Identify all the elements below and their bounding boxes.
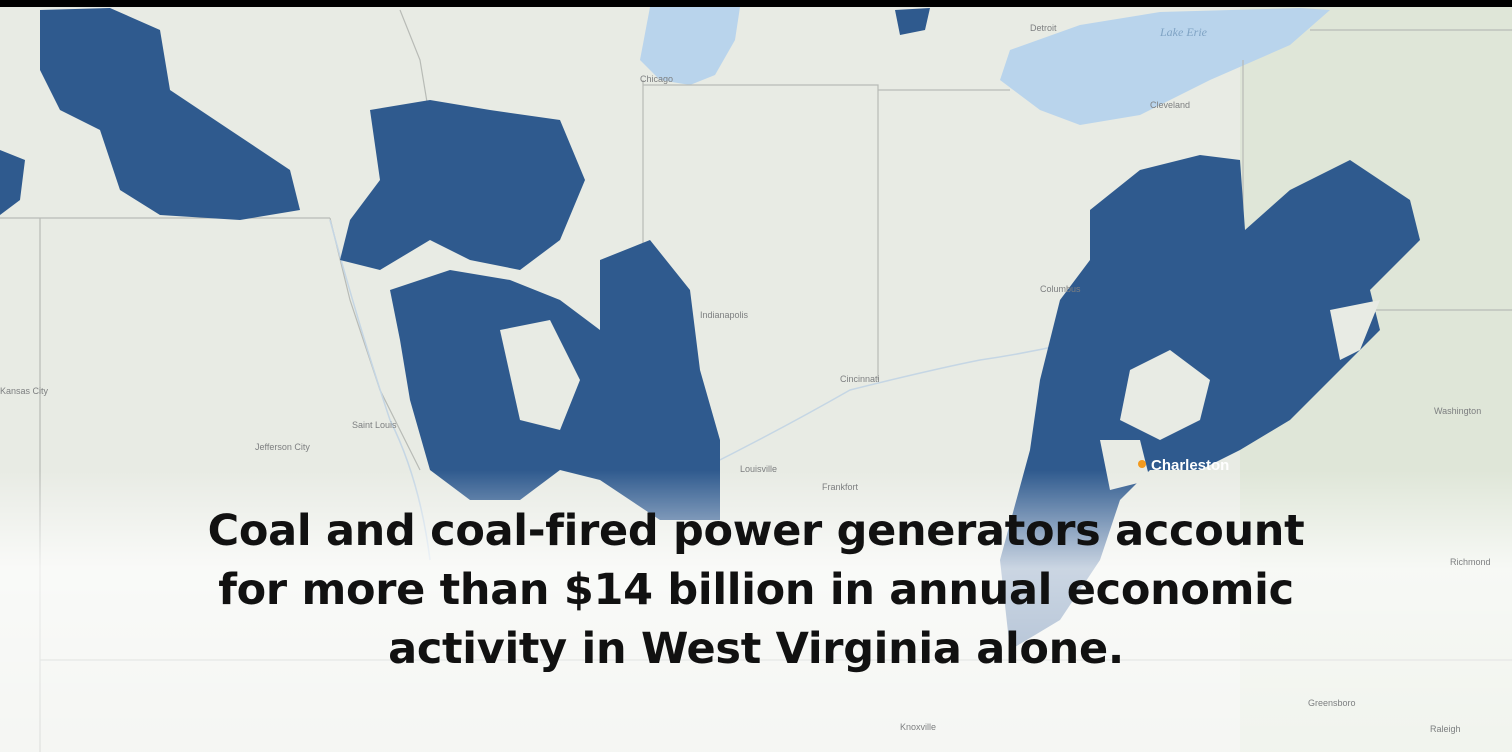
map-label: Kansas City	[0, 386, 49, 396]
top-bar	[0, 0, 1512, 7]
highlight-label: Charleston	[1151, 457, 1229, 474]
map-label: Saint Louis	[352, 420, 397, 430]
map-label: Chicago	[640, 74, 673, 84]
page: Lake Erie Detroit Chicago Cleveland Indi…	[0, 0, 1512, 752]
headline-line: for more than $14 billion in annual econ…	[0, 561, 1512, 620]
map-label: Lake Erie	[1159, 25, 1208, 39]
map-label: Greensboro	[1308, 698, 1356, 708]
map-label: Frankfort	[822, 482, 859, 492]
headline: Coal and coal-fired power generators acc…	[0, 502, 1512, 679]
map-label: Knoxville	[900, 722, 936, 732]
map-label: Jefferson City	[255, 442, 310, 452]
headline-line: activity in West Virginia alone.	[0, 620, 1512, 679]
map-label: Washington	[1434, 406, 1481, 416]
charleston-dot	[1138, 460, 1146, 468]
map-label: Columbus	[1040, 284, 1081, 294]
map-label: Indianapolis	[700, 310, 749, 320]
map-label: Louisville	[740, 464, 777, 474]
map-label: Raleigh	[1430, 724, 1461, 734]
map-label: Detroit	[1030, 23, 1057, 33]
map-label: Cleveland	[1150, 100, 1190, 110]
map-label: Cincinnati	[840, 374, 880, 384]
headline-line: Coal and coal-fired power generators acc…	[0, 502, 1512, 561]
